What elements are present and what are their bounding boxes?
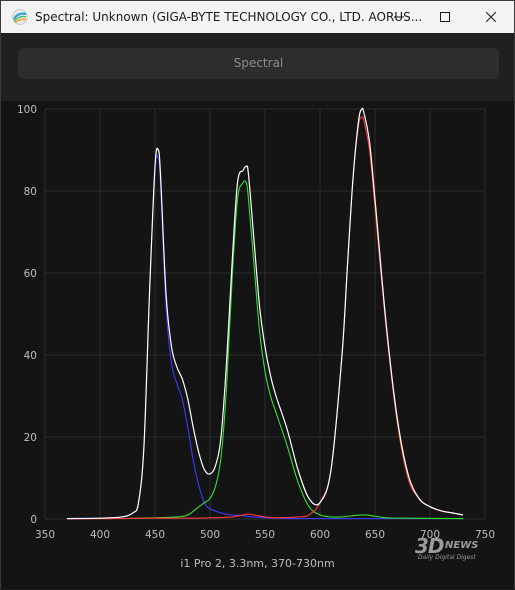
x-tick-label: 550	[255, 529, 275, 541]
series-line-green	[121, 180, 464, 520]
maximize-button[interactable]	[422, 1, 468, 33]
x-tick-label: 700	[420, 529, 440, 541]
minimize-icon	[394, 16, 404, 18]
spectral-app-icon	[12, 9, 28, 25]
watermark-logo: 3D NEWS Daily Digital Digest	[415, 534, 503, 566]
close-icon	[486, 12, 496, 22]
y-tick-label: 0	[30, 514, 37, 526]
y-tick-label: 100	[17, 104, 37, 116]
watermark-3d: 3D	[415, 534, 445, 558]
series-line-white	[66, 107, 464, 520]
x-tick-label: 750	[475, 529, 495, 541]
x-tick-label: 650	[365, 529, 385, 541]
spectral-tab[interactable]: Spectral	[18, 48, 499, 79]
x-tick-label: 450	[145, 529, 165, 541]
title-bar[interactable]: Spectral: Unknown (GIGA-BYTE TECHNOLOGY …	[1, 1, 514, 33]
instrument-caption: i1 Pro 2, 3.3nm, 370-730nm	[180, 557, 335, 570]
x-tick-label: 600	[310, 529, 330, 541]
close-button[interactable]	[468, 1, 514, 33]
y-tick-label: 60	[24, 268, 37, 280]
minimize-button[interactable]	[376, 1, 422, 33]
watermark-tagline: Daily Digital Digest	[418, 554, 476, 561]
chart-grid	[44, 108, 486, 520]
chart-series	[66, 107, 464, 520]
maximize-icon	[440, 12, 450, 22]
watermark-news: NEWS	[445, 540, 479, 551]
window-title: Spectral: Unknown (GIGA-BYTE TECHNOLOGY …	[35, 10, 423, 24]
chart-axes: 350 400 450 500 550 600 650 700 750 0 20 40 60 80 100	[17, 104, 495, 541]
plot-area	[1, 101, 514, 589]
x-tick-label: 400	[90, 529, 110, 541]
x-tick-label: 500	[200, 529, 220, 541]
y-tick-label: 40	[24, 350, 37, 362]
y-tick-label: 80	[24, 186, 37, 198]
x-tick-label: 350	[35, 529, 55, 541]
y-tick-label: 20	[24, 432, 37, 444]
